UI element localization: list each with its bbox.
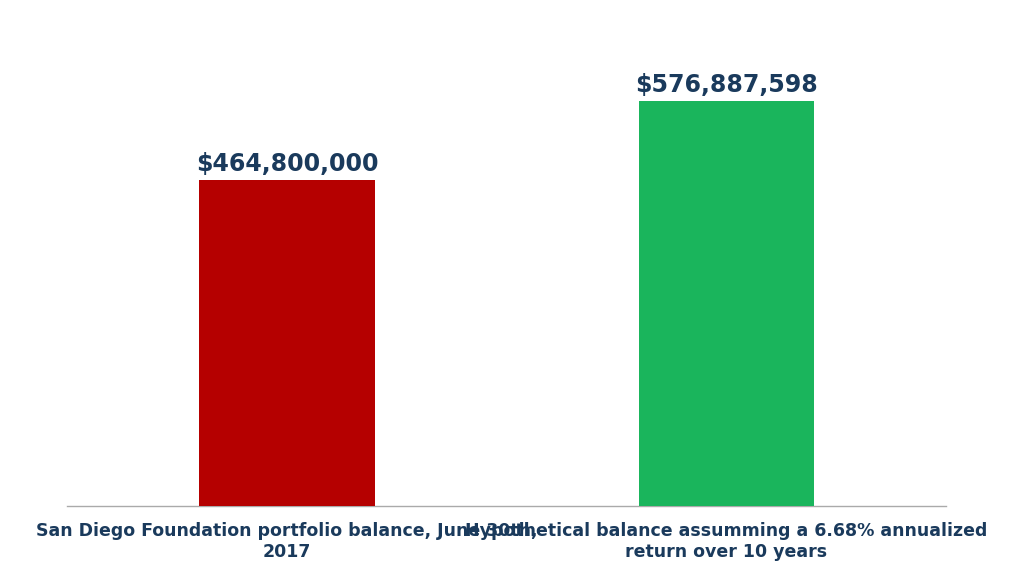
Text: $576,887,598: $576,887,598 xyxy=(635,73,818,97)
Bar xyxy=(200,180,375,506)
Text: $464,800,000: $464,800,000 xyxy=(196,151,378,176)
Bar xyxy=(639,101,814,506)
